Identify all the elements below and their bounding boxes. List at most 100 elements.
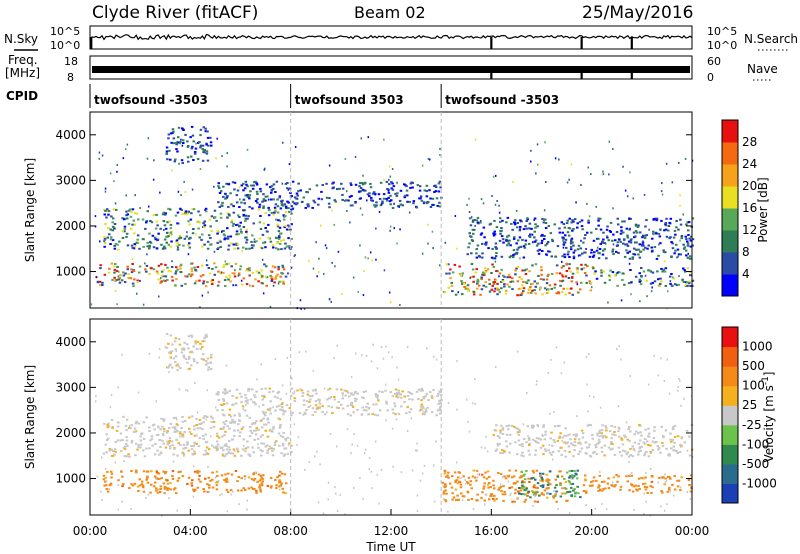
range-time-cell <box>501 274 505 277</box>
range-time-cell <box>590 231 593 234</box>
range-time-cell <box>592 254 596 257</box>
range-time-cell <box>396 205 400 208</box>
range-time-cell <box>254 471 257 474</box>
range-time-cell <box>247 476 251 479</box>
range-time-cell <box>150 483 153 486</box>
range-time-cell <box>341 407 345 410</box>
range-time-cell <box>109 172 112 175</box>
range-time-cell <box>655 257 659 260</box>
range-time-cell <box>541 293 544 296</box>
range-time-cell <box>106 424 109 427</box>
range-time-cell <box>192 159 195 161</box>
range-time-cell <box>259 490 263 493</box>
range-time-cell <box>190 482 193 485</box>
range-time-cell <box>438 399 441 402</box>
range-time-cell <box>172 142 176 145</box>
range-time-cell <box>314 389 317 392</box>
colorbar-tick-label: -25 <box>742 418 762 432</box>
range-time-cell <box>682 247 686 250</box>
range-time-cell <box>169 208 172 211</box>
range-time-cell <box>183 452 185 455</box>
range-time-cell <box>296 443 298 446</box>
range-time-cell <box>655 219 658 222</box>
range-time-cell <box>474 138 477 141</box>
range-time-cell <box>496 282 499 285</box>
range-time-cell <box>175 492 178 495</box>
range-time-cell <box>666 358 668 361</box>
range-time-cell <box>296 194 299 197</box>
range-time-cell <box>216 137 218 140</box>
range-time-cell <box>204 453 207 456</box>
range-time-cell <box>328 164 331 167</box>
range-time-cell <box>475 499 478 502</box>
range-time-cell <box>162 482 166 485</box>
range-time-cell <box>225 276 228 279</box>
range-time-cell <box>506 235 509 238</box>
range-time-cell <box>653 441 657 444</box>
range-time-cell <box>278 404 281 407</box>
range-time-cell <box>274 208 277 210</box>
range-time-cell <box>555 490 558 493</box>
range-time-cell <box>535 441 538 444</box>
range-time-cell <box>639 283 643 286</box>
range-time-cell <box>244 400 246 403</box>
range-time-cell <box>122 415 125 418</box>
range-time-cell <box>637 253 640 256</box>
range-time-cell <box>660 477 662 480</box>
colorbar-tick-label: 24 <box>742 157 757 171</box>
range-time-cell <box>186 244 190 247</box>
range-time-cell <box>268 237 272 240</box>
range-time-cell <box>673 488 677 491</box>
range-time-cell <box>552 439 556 441</box>
range-time-cell <box>195 220 199 223</box>
range-time-cell <box>199 342 202 345</box>
range-time-cell <box>593 272 596 275</box>
range-time-cell <box>198 221 201 224</box>
range-time-cell <box>489 486 492 489</box>
range-time-cell <box>584 234 587 236</box>
range-time-cell <box>227 183 231 186</box>
range-time-cell <box>247 388 250 391</box>
range-time-cell <box>411 469 414 472</box>
range-time-cell <box>439 405 442 408</box>
range-time-cell <box>108 267 111 270</box>
range-time-cell <box>541 218 544 220</box>
range-time-cell <box>525 227 528 230</box>
range-time-cell <box>390 301 392 304</box>
range-time-cell <box>547 225 551 227</box>
range-time-cell <box>166 235 169 238</box>
range-time-cell <box>545 479 548 482</box>
range-time-cell <box>315 184 319 187</box>
range-time-cell <box>283 247 287 250</box>
range-time-cell <box>163 245 166 248</box>
range-time-cell <box>261 477 264 480</box>
range-time-cell <box>210 144 213 147</box>
range-time-cell <box>491 247 494 250</box>
range-time-cell <box>134 194 136 197</box>
range-time-cell <box>203 224 207 227</box>
range-time-cell <box>153 485 156 488</box>
range-time-cell <box>335 388 339 391</box>
range-time-cell <box>540 269 543 272</box>
range-time-cell <box>227 446 231 449</box>
range-time-cell <box>623 220 626 223</box>
range-time-cell <box>347 391 350 394</box>
range-time-cell <box>263 396 266 399</box>
nsearch-label: N.Search <box>744 32 798 46</box>
range-time-cell <box>619 232 623 235</box>
range-time-cell <box>546 481 550 484</box>
range-time-cell <box>488 498 491 501</box>
range-time-cell <box>123 448 127 451</box>
range-time-cell <box>462 475 465 478</box>
range-time-cell <box>190 155 193 158</box>
range-time-cell <box>406 194 409 197</box>
range-time-cell <box>657 481 659 484</box>
range-time-cell <box>531 438 535 441</box>
range-time-cell <box>261 450 264 453</box>
range-time-cell <box>223 237 227 240</box>
range-time-cell <box>239 228 243 231</box>
range-time-cell <box>601 424 604 427</box>
range-time-cell <box>521 486 524 489</box>
range-time-cell <box>211 281 214 284</box>
range-time-cell <box>267 206 270 209</box>
